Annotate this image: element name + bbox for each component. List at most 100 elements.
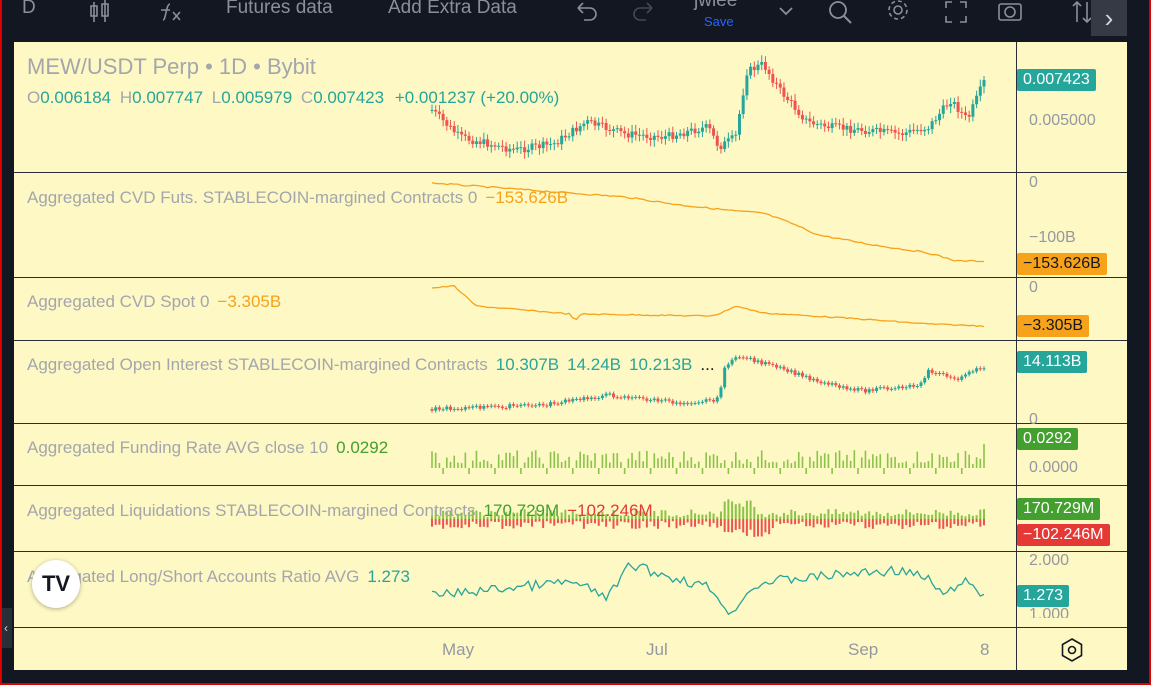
main-price-pane[interactable]: MEW/USDT Perp • 1D • Bybit O0.006184 H0.… xyxy=(14,42,1016,173)
candle-body xyxy=(982,79,986,87)
funding-bar xyxy=(823,453,826,468)
funding-bar xyxy=(720,463,722,468)
ls-scale[interactable]: 2.000 1.273 1.000 xyxy=(1016,552,1127,628)
funding-bar xyxy=(475,450,478,468)
oi-body xyxy=(663,399,667,401)
oi-body xyxy=(504,408,508,410)
cvd-spot-label: Aggregated CVD Spot 0 xyxy=(27,292,210,311)
funding-bar xyxy=(738,460,741,468)
liq-short-bar xyxy=(460,519,463,529)
candle-body xyxy=(871,129,875,133)
chart-area[interactable]: MEW/USDT Perp • 1D • Bybit O0.006184 H0.… xyxy=(14,42,1127,670)
open-interest-pane[interactable]: Aggregated Open Interest STABLECOIN-marg… xyxy=(14,341,1016,424)
liquidations-pane[interactable]: Aggregated Liquidations STABLECOIN-margi… xyxy=(14,486,1016,552)
time-label-may: May xyxy=(442,640,475,659)
liq-long-bar xyxy=(497,515,500,519)
hexagon-settings-icon[interactable] xyxy=(1059,637,1085,663)
funding-bar xyxy=(672,456,674,468)
liq-scale[interactable]: 170.729M −102.246M xyxy=(1016,486,1127,552)
gear-icon[interactable] xyxy=(884,0,912,26)
undo-icon[interactable] xyxy=(572,0,600,26)
candle-body xyxy=(615,128,619,130)
candle-body xyxy=(634,131,638,135)
funding-bar xyxy=(853,450,856,468)
liq-short-bar xyxy=(560,519,563,524)
tradingview-logo[interactable]: TV xyxy=(32,560,80,608)
candle-body xyxy=(826,126,830,129)
funding-bar xyxy=(664,458,667,468)
candle-body xyxy=(956,102,960,112)
liq-long-bar xyxy=(579,515,582,519)
funding-bar xyxy=(935,468,937,474)
candle-body xyxy=(934,120,938,122)
oi-body xyxy=(912,384,916,387)
cvd-futs-pane[interactable]: Aggregated CVD Futs. STABLECOIN-margined… xyxy=(14,173,1016,278)
funding-scale[interactable]: 0.0292 0.0000 xyxy=(1016,424,1127,486)
liq-long-bar xyxy=(786,514,789,519)
oi-scale[interactable]: 14.113B 0 xyxy=(1016,341,1127,428)
sort-arrows-icon[interactable] xyxy=(1068,0,1096,26)
liq-long-bar xyxy=(534,510,537,519)
symbol-name[interactable]: MEW/USDT Perp xyxy=(27,54,199,79)
chevron-down-icon[interactable] xyxy=(772,0,800,26)
candle-body xyxy=(852,129,856,133)
indicators-icon[interactable] xyxy=(156,0,184,26)
fullscreen-icon[interactable] xyxy=(942,0,970,26)
camera-icon[interactable] xyxy=(996,0,1024,26)
candle-body xyxy=(549,144,553,146)
liq-short-bar xyxy=(590,519,593,523)
liq-short-bar xyxy=(564,519,567,523)
candles-icon[interactable] xyxy=(86,0,114,26)
funding-bar xyxy=(523,462,526,468)
liq-short-bar xyxy=(868,519,871,528)
funding-bar xyxy=(790,463,793,468)
liq-short-bar xyxy=(964,519,967,527)
oi-body xyxy=(441,409,445,411)
funding-bar xyxy=(564,460,567,468)
cvd-spot-pane[interactable]: Aggregated CVD Spot 0 −3.305B xyxy=(14,278,1016,341)
funding-bar xyxy=(709,455,711,468)
funding-bar xyxy=(442,468,444,474)
oi-body xyxy=(967,371,971,375)
interval-button[interactable]: D xyxy=(22,0,36,18)
liq-short-bar xyxy=(619,519,622,522)
scale-settings[interactable] xyxy=(1016,628,1127,670)
chevron-right-icon[interactable]: › xyxy=(1091,0,1127,36)
funding-rate-bars xyxy=(431,443,985,474)
liq-long-bar xyxy=(645,513,648,519)
cvd-spot-scale[interactable]: 0 −3.305B xyxy=(1016,278,1127,341)
funding-bar xyxy=(901,462,904,468)
add-extra-data-button[interactable]: Add Extra Data xyxy=(388,0,517,18)
funding-bar xyxy=(627,458,630,468)
oi-more-button[interactable]: ... xyxy=(700,355,715,374)
cvd-futs-scale[interactable]: 0 −100B −153.626B xyxy=(1016,173,1127,278)
funding-bar xyxy=(571,468,574,474)
redo-icon[interactable] xyxy=(630,0,658,26)
funding-bar xyxy=(634,460,637,468)
futures-data-button[interactable]: Futures data xyxy=(226,0,333,18)
long-short-pane[interactable]: Aggregated Long/Short Accounts Ratio AVG… xyxy=(14,552,1016,628)
funding-rate-pane[interactable]: Aggregated Funding Rate AVG close 10 0.02… xyxy=(14,424,1016,486)
liq-long-bar xyxy=(864,513,867,519)
candle-body xyxy=(571,127,575,137)
cvd-spot-path xyxy=(431,285,985,328)
oi-body xyxy=(574,398,578,400)
candle-body xyxy=(915,129,919,131)
search-icon[interactable] xyxy=(826,0,854,26)
oi-body xyxy=(752,357,756,363)
liq-long-bar xyxy=(742,506,745,519)
candle-body xyxy=(449,125,453,127)
liq-short-bar xyxy=(505,519,508,526)
liq-long-bar xyxy=(916,513,919,519)
price-scale[interactable]: 0.007423 0.005000 xyxy=(1016,42,1127,173)
liq-long-bar xyxy=(445,512,448,519)
candle-body xyxy=(574,127,578,132)
chevron-left-icon[interactable]: ‹ xyxy=(0,608,12,648)
oi-body xyxy=(586,397,590,400)
oi-body xyxy=(589,397,593,400)
candle-body xyxy=(430,109,434,111)
layout-name[interactable]: jwlee xyxy=(694,0,738,11)
time-axis[interactable]: May Jul Sep 8 xyxy=(14,628,1016,670)
liq-long-bar xyxy=(905,509,908,519)
save-button[interactable]: Save xyxy=(704,14,734,29)
